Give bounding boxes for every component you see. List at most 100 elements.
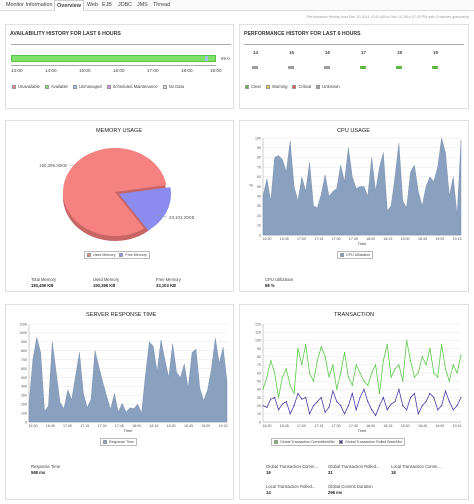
data-point bbox=[324, 411, 326, 413]
data-point bbox=[421, 405, 423, 407]
x-tick-label: 16:30 bbox=[263, 424, 272, 428]
performance-status-indicator[interactable] bbox=[288, 66, 294, 69]
global-commit-duration-label: Global Commit Duration bbox=[328, 484, 373, 489]
tab-jms[interactable]: JMS bbox=[137, 2, 148, 8]
data-point bbox=[409, 360, 412, 362]
transaction-title: TRANSACTION bbox=[334, 312, 375, 318]
global-commit-label: Global Transaction Comm... bbox=[266, 464, 318, 469]
legend-label: Response Time bbox=[109, 440, 134, 444]
x-tick-label: 17:30 bbox=[98, 424, 107, 428]
data-point bbox=[274, 372, 276, 374]
data-point bbox=[367, 400, 369, 403]
unmanaged-segment bbox=[205, 56, 208, 61]
availability-bar[interactable] bbox=[11, 55, 216, 62]
data-point bbox=[343, 413, 346, 415]
tab-jdbc[interactable]: JDBC bbox=[118, 2, 133, 8]
data-point bbox=[262, 405, 264, 407]
performance-status-indicator[interactable] bbox=[396, 66, 402, 69]
data-point bbox=[390, 403, 392, 405]
y-tick-label: 0 bbox=[259, 233, 261, 237]
legend-label: CPU Utilization bbox=[346, 253, 371, 257]
x-tick-label: 19:15 bbox=[453, 237, 462, 241]
performance-status-indicator[interactable] bbox=[432, 66, 438, 69]
data-point bbox=[285, 368, 287, 370]
tab-web[interactable]: Web bbox=[87, 2, 98, 8]
data-point bbox=[413, 392, 416, 395]
data-point bbox=[336, 388, 338, 390]
time-tick: 19:00 bbox=[210, 68, 222, 73]
data-point bbox=[343, 351, 346, 354]
panel-divider bbox=[11, 44, 231, 45]
time-tick: 13:00 bbox=[11, 68, 23, 73]
x-tick-label: 17:30 bbox=[332, 237, 341, 241]
data-point bbox=[371, 372, 373, 374]
memory-legend: Used Memory Free Memory bbox=[84, 251, 150, 259]
data-point bbox=[277, 409, 280, 411]
data-point bbox=[425, 364, 427, 366]
data-point bbox=[440, 405, 443, 407]
data-point bbox=[448, 380, 450, 382]
legend-label: No Data bbox=[168, 84, 184, 89]
y-tick-label: 100 bbox=[21, 411, 27, 415]
y-tick-label: 1000 bbox=[19, 331, 27, 335]
series-line-0 bbox=[262, 340, 462, 398]
y-tick-label: 0 bbox=[25, 420, 27, 424]
global-commit-value: 19 bbox=[266, 470, 271, 475]
performance-status-indicator[interactable] bbox=[324, 66, 330, 69]
data-point bbox=[270, 398, 272, 400]
data-point bbox=[297, 347, 299, 350]
legend-label: Unmanaged bbox=[78, 84, 102, 89]
performance-status-indicator[interactable] bbox=[360, 66, 366, 69]
data-point bbox=[324, 356, 326, 358]
performance-status-indicator[interactable] bbox=[252, 66, 258, 69]
x-tick-label: 18:15 bbox=[383, 424, 392, 428]
local-rollback-label: Local Transaction Rolled... bbox=[266, 484, 316, 489]
pie-slice-free-memory[interactable] bbox=[119, 187, 171, 231]
tab-bar: Monitor Information Overview Web EJB JDB… bbox=[0, 0, 474, 11]
legend-unknown: Unknown bbox=[316, 84, 340, 89]
data-point bbox=[402, 405, 404, 407]
x-tick-label: 18:15 bbox=[149, 424, 158, 428]
data-point bbox=[351, 392, 353, 395]
swatch bbox=[274, 440, 278, 444]
data-point bbox=[444, 390, 447, 392]
x-tick-label: 18:45 bbox=[418, 424, 427, 428]
y-tick-label: 10 bbox=[257, 412, 261, 416]
y-tick-label: 10 bbox=[257, 224, 261, 228]
cpu-utilization-label: CPU Utilization bbox=[265, 277, 294, 282]
tab-monitor-information[interactable]: Monitor Information bbox=[6, 2, 53, 8]
data-point bbox=[336, 400, 338, 403]
availability-legend: Unavailable Available Unmanaged Schedule… bbox=[12, 84, 184, 89]
data-point bbox=[402, 380, 404, 382]
y-tick-label: 0 bbox=[259, 420, 261, 424]
data-point bbox=[460, 396, 462, 399]
y-tick-label: 100 bbox=[255, 339, 261, 343]
tab-ejb[interactable]: EJB bbox=[102, 2, 112, 8]
x-axis-label: Time bbox=[124, 428, 134, 433]
data-point bbox=[374, 414, 377, 417]
performance-hour-label: 14 bbox=[253, 50, 258, 55]
data-point bbox=[312, 380, 315, 382]
global-rollback-label: Global Transaction Rolled... bbox=[328, 464, 380, 469]
swatch bbox=[106, 84, 111, 89]
y-tick-label: 100 bbox=[255, 136, 261, 140]
pie-slice-used-memory[interactable] bbox=[62, 148, 167, 236]
legend-label: Global Transaction Committed/Min bbox=[280, 440, 336, 444]
data-point bbox=[332, 390, 334, 392]
time-tick: 17:00 bbox=[147, 68, 159, 73]
availability-axis bbox=[11, 65, 216, 66]
data-point bbox=[409, 396, 412, 399]
tab-thread[interactable]: Thread bbox=[153, 2, 171, 8]
history-range-note: Performance History from Dec 10,2014 12:… bbox=[307, 15, 469, 19]
tab-overview[interactable]: Overview bbox=[54, 0, 84, 11]
y-tick-label: 20 bbox=[257, 214, 261, 218]
data-point bbox=[371, 409, 373, 411]
availability-title: AVAILABILITY HISTORY FOR LAST 6 HOURS bbox=[10, 31, 121, 37]
data-point bbox=[359, 372, 361, 374]
y-tick-label: 40 bbox=[257, 195, 261, 199]
data-point bbox=[293, 405, 295, 407]
y-tick-label: 20 bbox=[257, 404, 261, 408]
y-tick-label: 120 bbox=[255, 322, 261, 326]
data-point bbox=[340, 405, 342, 407]
data-point bbox=[440, 343, 443, 346]
